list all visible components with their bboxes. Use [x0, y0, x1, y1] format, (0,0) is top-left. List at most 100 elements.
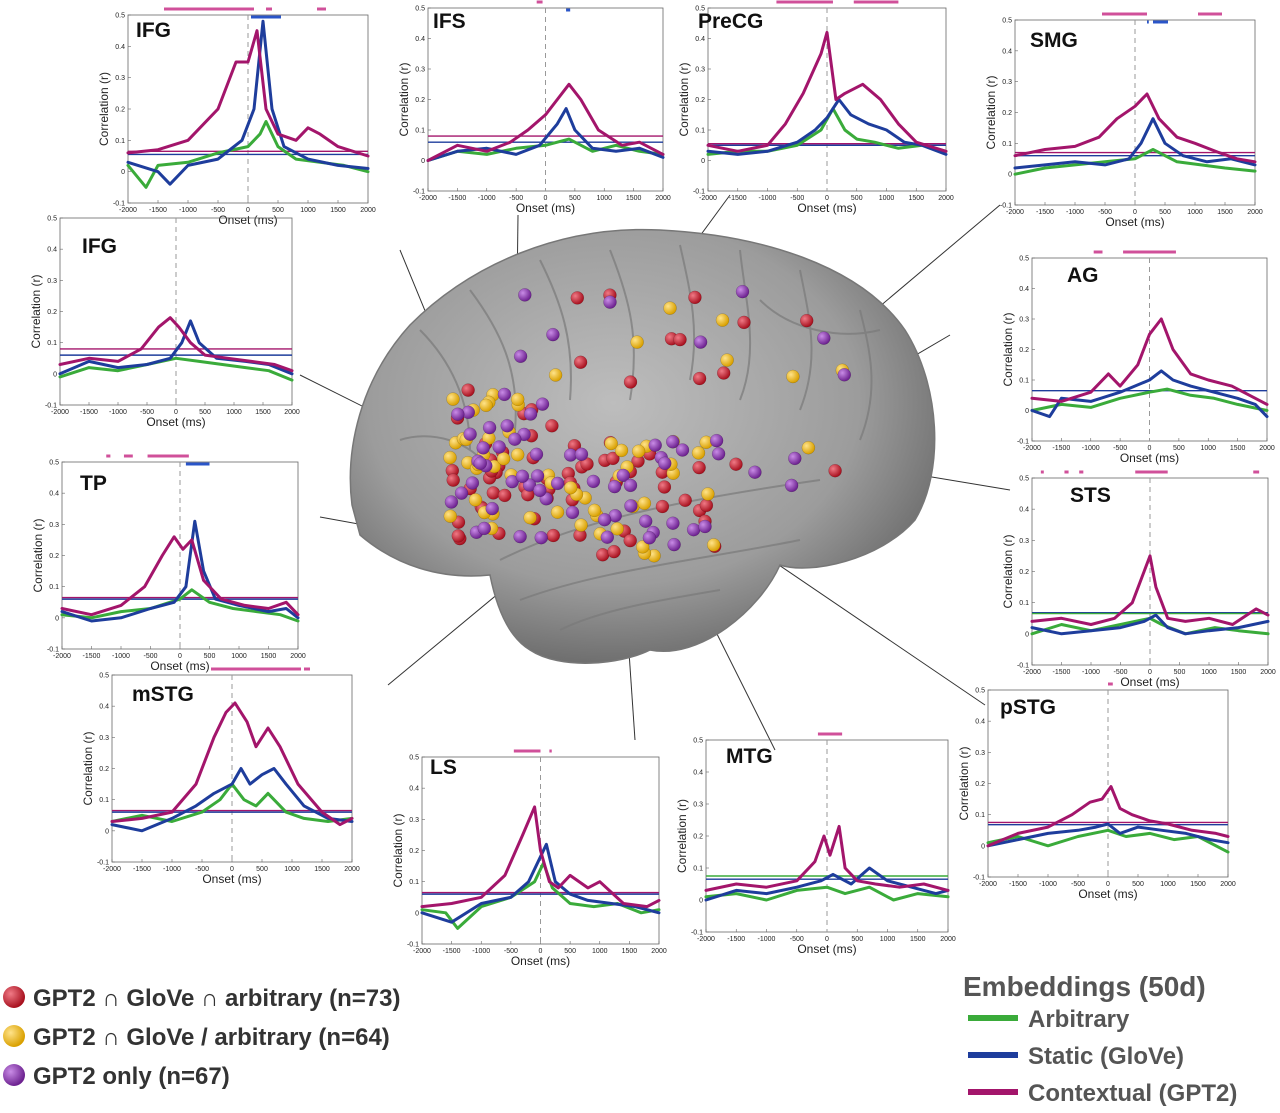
y-axis-label: Correlation (r) — [1001, 312, 1015, 386]
x-tick-label: -1000 — [163, 866, 181, 873]
yellow-electrode — [706, 538, 721, 552]
yellow-electrode — [614, 443, 629, 458]
x-tick-label: -2000 — [1023, 445, 1041, 452]
y-tick-label: 0 — [105, 828, 109, 835]
y-tick-label: 0.4 — [695, 36, 705, 43]
purple-electrode — [709, 433, 724, 448]
panel-ifs-1: 0.5 0.4 0.3 0.2 0.1 0 -0.1-2000 -1500 -1000 -500 0… — [397, 0, 671, 215]
series-line-glove — [60, 519, 300, 623]
x-tick-label: 1000 — [596, 195, 612, 202]
y-tick-label: 0.4 — [49, 491, 59, 498]
yellow-electrode — [443, 450, 457, 465]
x-tick-label: -2000 — [103, 866, 121, 873]
y-tick-label: 0 — [55, 615, 59, 622]
x-tick-label: 500 — [1132, 881, 1144, 888]
y-tick-label: 0.3 — [409, 817, 419, 824]
series-line-arbitrary — [1030, 387, 1269, 412]
purple-electrode — [597, 512, 612, 527]
purple-electrode — [492, 440, 506, 454]
series-line-arbitrary — [110, 782, 354, 823]
x-tick-label: 1500 — [1217, 209, 1233, 216]
x-tick-label: 2000 — [290, 653, 306, 660]
x-tick-label: 2000 — [651, 948, 667, 955]
yellow-electrode — [630, 335, 644, 349]
x-tick-label: -1000 — [1082, 445, 1100, 452]
y-tick-label: 0.4 — [693, 770, 703, 777]
purple-electrode — [500, 419, 514, 433]
y-tick-label: 0.3 — [1002, 79, 1012, 86]
purple-electrode — [574, 447, 589, 462]
yellow-electrode — [574, 518, 588, 532]
y-tick-label: 0.1 — [1002, 141, 1012, 148]
purple-electrode — [788, 451, 802, 466]
x-tick-label: -2000 — [979, 881, 997, 888]
purple-electrode — [550, 476, 565, 491]
yellow-electrode — [801, 440, 816, 455]
y-tick-label: -0.1 — [973, 875, 985, 882]
purple-electrode — [784, 478, 799, 493]
x-tick-label: 1000 — [1160, 881, 1176, 888]
x-axis-label: Onset (ms) — [146, 415, 205, 429]
x-tick-label: -1500 — [448, 195, 466, 202]
x-tick-label: 500 — [256, 866, 268, 873]
purple-electrode — [473, 456, 488, 471]
purple-electrode — [463, 427, 477, 441]
x-tick-label: 500 — [569, 195, 581, 202]
y-tick-label: -0.1 — [113, 201, 125, 208]
y-tick-label: 0 — [1008, 172, 1012, 179]
y-tick-label: 0.2 — [1019, 569, 1029, 576]
y-tick-label: 0.5 — [975, 688, 985, 695]
x-tick-label: 500 — [1159, 209, 1171, 216]
y-tick-label: 0.4 — [47, 247, 57, 254]
x-tick-label: -500 — [504, 948, 518, 955]
x-tick-label: -2000 — [413, 948, 431, 955]
red-electrode — [486, 486, 501, 500]
purple-electrode — [535, 397, 550, 411]
legend-item-shared-all: GPT2 ∩ GloVe ∩ arbitrary (n=73) — [3, 985, 400, 1012]
yellow-electrode — [637, 496, 652, 511]
series-line-arbitrary — [60, 588, 300, 623]
series-line-gpt2 — [126, 29, 370, 158]
y-tick-label: 0.2 — [99, 766, 109, 773]
series-line-glove — [1013, 117, 1257, 170]
purple-electrode — [638, 514, 653, 528]
y-tick-label: 0 — [701, 158, 705, 165]
y-tick-label: 0 — [121, 169, 125, 176]
yellow-electrode — [468, 493, 483, 507]
y-tick-label: 0 — [699, 898, 703, 905]
yellow-electrode — [563, 480, 578, 495]
y-tick-label: 0.5 — [99, 673, 109, 680]
y-axis-label: Correlation (r) — [397, 62, 411, 136]
electrode-markers — [443, 284, 852, 563]
y-axis-label: Correlation (r) — [97, 72, 111, 146]
y-tick-label: 0 — [53, 371, 57, 378]
x-tick-label: 0 — [178, 653, 182, 660]
purple-electrode — [530, 469, 545, 483]
series-line-arbitrary — [58, 356, 294, 382]
purple-electrode — [513, 529, 527, 544]
y-tick-label: 0.3 — [1019, 317, 1029, 324]
x-tick-label: 2000 — [284, 409, 300, 416]
purple-electrode — [642, 531, 657, 545]
series-line-gpt2 — [426, 82, 665, 162]
series-line-glove — [1030, 369, 1269, 419]
x-axis-label: Onset (ms) — [218, 213, 277, 227]
embeddings-legend: Embeddings (50d) Arbitrary Static (GloVe… — [963, 971, 1237, 1107]
series-line-gpt2 — [1030, 317, 1269, 406]
red-electrode — [573, 355, 588, 370]
panel-title: IFS — [433, 10, 466, 33]
y-tick-label: 0.4 — [115, 44, 125, 51]
yellow-electrode — [631, 444, 646, 458]
red-electrode — [657, 480, 672, 494]
x-tick-label: -500 — [509, 195, 523, 202]
y-tick-label: -0.1 — [47, 647, 59, 654]
x-axis-label: Onset (ms) — [511, 954, 570, 968]
y-axis-label: Correlation (r) — [677, 62, 691, 136]
panel-title: IFG — [136, 19, 171, 42]
panel-title: TP — [80, 472, 107, 495]
purple-electrode — [534, 530, 548, 545]
x-tick-label: -500 — [211, 207, 225, 214]
x-tick-label: 500 — [199, 409, 211, 416]
x-tick-label: 0 — [544, 195, 548, 202]
red-electrode — [451, 529, 466, 543]
